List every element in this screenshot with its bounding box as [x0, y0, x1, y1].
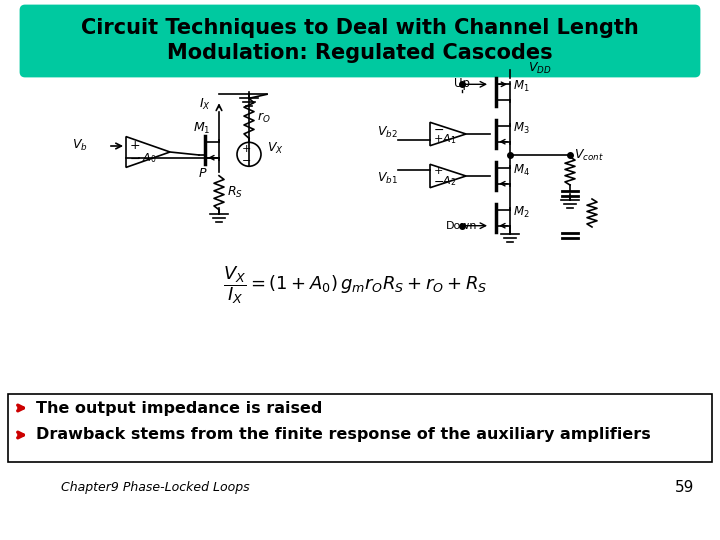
Text: $V_X$: $V_X$	[267, 141, 284, 156]
Text: $R_S$: $R_S$	[227, 185, 243, 200]
Text: Up: Up	[454, 78, 470, 91]
Text: $V_{b2}$: $V_{b2}$	[377, 124, 398, 139]
FancyBboxPatch shape	[21, 6, 699, 76]
Text: $M_3$: $M_3$	[513, 121, 530, 136]
Text: 59: 59	[675, 481, 695, 496]
Polygon shape	[126, 137, 170, 167]
Text: Down: Down	[446, 221, 478, 231]
Text: $A_2$: $A_2$	[442, 174, 456, 188]
Text: $\dfrac{V_X}{I_X} = (1 + A_0)\,g_m r_O R_S + r_O + R_S$: $\dfrac{V_X}{I_X} = (1 + A_0)\,g_m r_O R…	[223, 264, 487, 306]
Text: +: +	[433, 134, 443, 144]
Text: $M_4$: $M_4$	[513, 163, 530, 178]
Text: $M_2$: $M_2$	[513, 205, 530, 220]
Text: Chapter9 Phase-Locked Loops: Chapter9 Phase-Locked Loops	[60, 482, 249, 495]
Text: $-$: $-$	[433, 123, 444, 136]
Text: $V_{DD}$: $V_{DD}$	[528, 60, 552, 76]
Text: $-$: $-$	[433, 174, 444, 187]
Text: $-$: $-$	[129, 152, 140, 165]
Text: Drawback stems from the finite response of the auxiliary amplifiers: Drawback stems from the finite response …	[36, 428, 651, 442]
Text: $V_{b1}$: $V_{b1}$	[377, 171, 398, 186]
Polygon shape	[430, 122, 466, 146]
Text: $V_{cont}$: $V_{cont}$	[574, 147, 604, 163]
Text: The output impedance is raised: The output impedance is raised	[36, 401, 323, 415]
Text: $P$: $P$	[198, 167, 208, 180]
Text: $A_0$: $A_0$	[142, 151, 156, 165]
Text: $I_X$: $I_X$	[199, 97, 211, 112]
Text: +: +	[130, 139, 140, 152]
Text: $M_1$: $M_1$	[513, 79, 530, 94]
Text: +: +	[433, 166, 443, 176]
Text: $M_1$: $M_1$	[193, 120, 211, 136]
Text: Circuit Techniques to Deal with Channel Length: Circuit Techniques to Deal with Channel …	[81, 18, 639, 38]
Text: Modulation: Regulated Cascodes: Modulation: Regulated Cascodes	[167, 43, 553, 63]
Polygon shape	[430, 164, 466, 188]
FancyBboxPatch shape	[8, 394, 712, 462]
Text: $r_O$: $r_O$	[257, 111, 271, 125]
Text: +: +	[241, 144, 251, 154]
Text: $V_b$: $V_b$	[72, 138, 88, 152]
Text: $-$: $-$	[241, 154, 251, 164]
Text: $A_1$: $A_1$	[442, 132, 456, 146]
